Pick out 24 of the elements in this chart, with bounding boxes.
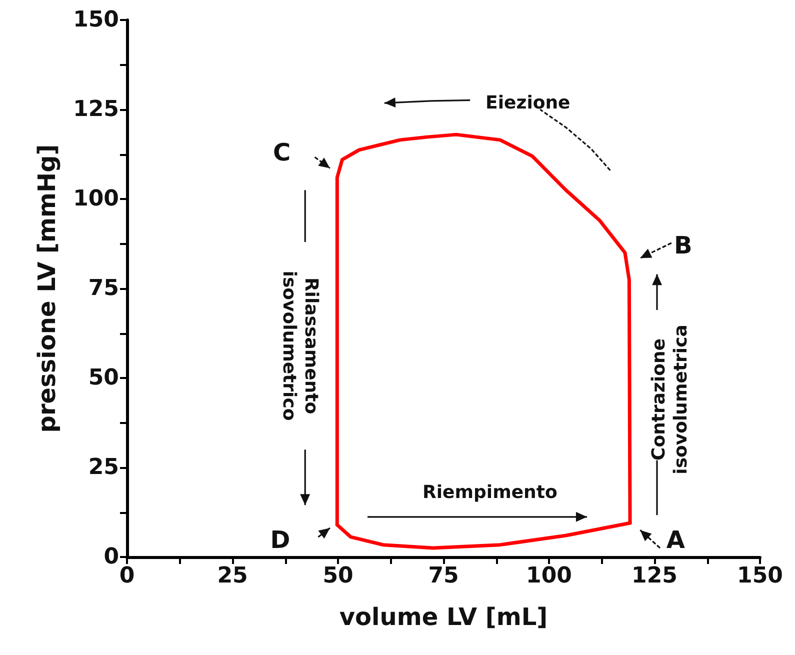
- annotation: B: [674, 232, 692, 260]
- y-tick-label: 75: [88, 276, 119, 301]
- annotation: Eiezione: [486, 92, 570, 114]
- annotation: A: [666, 526, 686, 554]
- x-tick-label: 100: [526, 564, 572, 588]
- y-tick-label: 100: [73, 186, 119, 212]
- y-tick-label: 0: [104, 544, 119, 570]
- y-tick-label: 125: [73, 97, 119, 122]
- y-tick-label: 150: [73, 8, 119, 32]
- x-tick-label: 25: [217, 564, 248, 588]
- x-tick-label: 75: [428, 564, 459, 588]
- y-axis-title: pressione LV [mmHg]: [33, 144, 61, 433]
- x-tick-label: 150: [737, 564, 783, 588]
- x-tick-label: 0: [119, 564, 135, 588]
- x-tick-label: 125: [632, 564, 678, 588]
- y-tick-label: 25: [88, 455, 119, 480]
- x-axis-title: volume LV [mL]: [339, 603, 548, 631]
- x-tick-label: 50: [322, 564, 354, 588]
- annotation: C: [273, 138, 291, 166]
- annotation: D: [270, 526, 290, 554]
- annotation: Contrazione isovolumetrica: [648, 324, 692, 474]
- y-tick-label: 50: [88, 366, 119, 390]
- annotation: Rilassamento isovolumetrico: [278, 270, 322, 421]
- annotation: Riempimento: [422, 482, 558, 504]
